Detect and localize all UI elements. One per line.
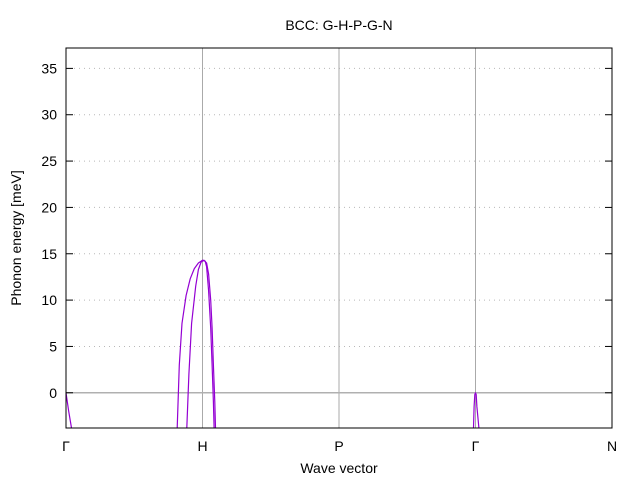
y-axis-label: Phonon energy [meV]	[8, 170, 24, 305]
y-tick-label: 25	[41, 153, 57, 169]
series-group	[65, 259, 480, 429]
y-tick-label: 0	[49, 385, 57, 401]
y-ticks: 0 5 10 15 20 25 30 35	[41, 60, 612, 401]
x-tick-label: H	[197, 438, 207, 454]
series-line-4	[472, 392, 480, 429]
series-line-2	[176, 259, 215, 429]
series-line-3	[186, 259, 217, 429]
x-tick-label: Γ	[62, 438, 70, 454]
chart-title: BCC: G-H-P-G-N	[285, 17, 392, 33]
y-tick-label: 30	[41, 107, 57, 123]
y-tick-label: 20	[41, 199, 57, 215]
y-tick-label: 15	[41, 246, 57, 262]
y-tick-label: 10	[41, 292, 57, 308]
x-tick-label: P	[334, 438, 343, 454]
x-tick-label: N	[607, 438, 617, 454]
y-tick-label: 35	[41, 60, 57, 76]
x-axis-label: Wave vector	[300, 460, 378, 476]
y-tick-label: 5	[49, 338, 57, 354]
high-symmetry-lines	[202, 48, 476, 428]
plot-frame	[65, 47, 613, 429]
x-tick-label: Γ	[472, 438, 480, 454]
series-line-1	[65, 392, 73, 429]
